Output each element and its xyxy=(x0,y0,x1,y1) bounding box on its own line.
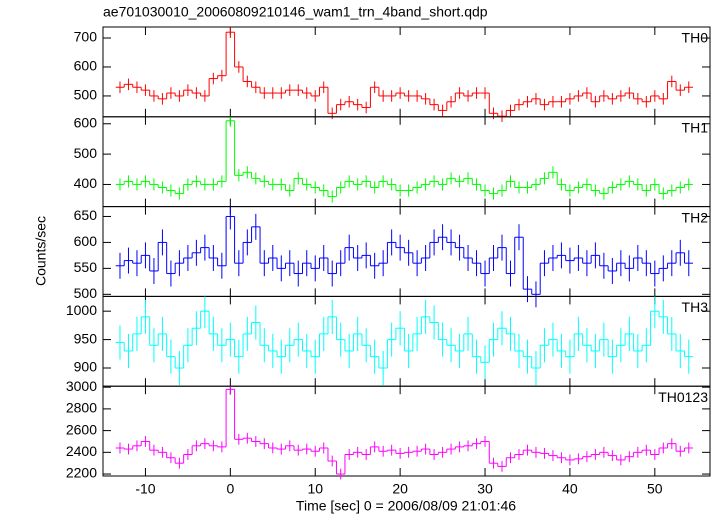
chart-title: ae701030010_20060809210146_wam1_trn_4ban… xyxy=(103,4,488,20)
y-tick-label: 500 xyxy=(74,285,98,301)
panel-label: TH0123 xyxy=(658,389,708,405)
y-tick-label: 650 xyxy=(74,207,98,223)
y-tick-label: 900 xyxy=(74,359,98,375)
y-tick-label: 600 xyxy=(74,233,98,249)
x-tick-label: 30 xyxy=(477,481,493,497)
y-tick-label: 500 xyxy=(74,145,98,161)
panel-label: TH1 xyxy=(682,120,709,136)
y-tick-label: 550 xyxy=(74,259,98,275)
panel-frame xyxy=(102,26,711,118)
y-tick-label: 2400 xyxy=(66,443,97,459)
y-tick-label: 700 xyxy=(74,29,98,45)
x-axis-label: Time [sec] 0 = 2006/08/09 21:01:46 xyxy=(296,498,516,514)
x-tick-label: -10 xyxy=(135,481,155,497)
x-tick-label: 20 xyxy=(392,481,408,497)
y-axis-label: Counts/sec xyxy=(33,216,49,286)
y-tick-label: 500 xyxy=(74,87,98,103)
panel-label: TH3 xyxy=(682,299,709,315)
panel-frame xyxy=(102,295,711,387)
y-tick-label: 2200 xyxy=(66,465,97,481)
y-tick-label: 950 xyxy=(74,330,98,346)
y-tick-label: 1000 xyxy=(66,302,97,318)
y-tick-label: 600 xyxy=(74,114,98,130)
x-tick-label: 40 xyxy=(562,481,578,497)
panel-frame xyxy=(102,385,711,477)
panel-label: TH2 xyxy=(682,209,709,225)
y-tick-label: 2800 xyxy=(66,400,97,416)
y-tick-label: 3000 xyxy=(66,378,97,394)
x-tick-label: 10 xyxy=(307,481,323,497)
panel-label: TH0 xyxy=(682,30,709,46)
panel-frame xyxy=(102,116,711,208)
panel-frame xyxy=(102,206,711,297)
x-tick-label: 50 xyxy=(647,481,663,497)
y-tick-label: 400 xyxy=(74,175,98,191)
x-tick-label: 0 xyxy=(226,481,234,497)
y-tick-label: 600 xyxy=(74,58,98,74)
y-tick-label: 2600 xyxy=(66,421,97,437)
